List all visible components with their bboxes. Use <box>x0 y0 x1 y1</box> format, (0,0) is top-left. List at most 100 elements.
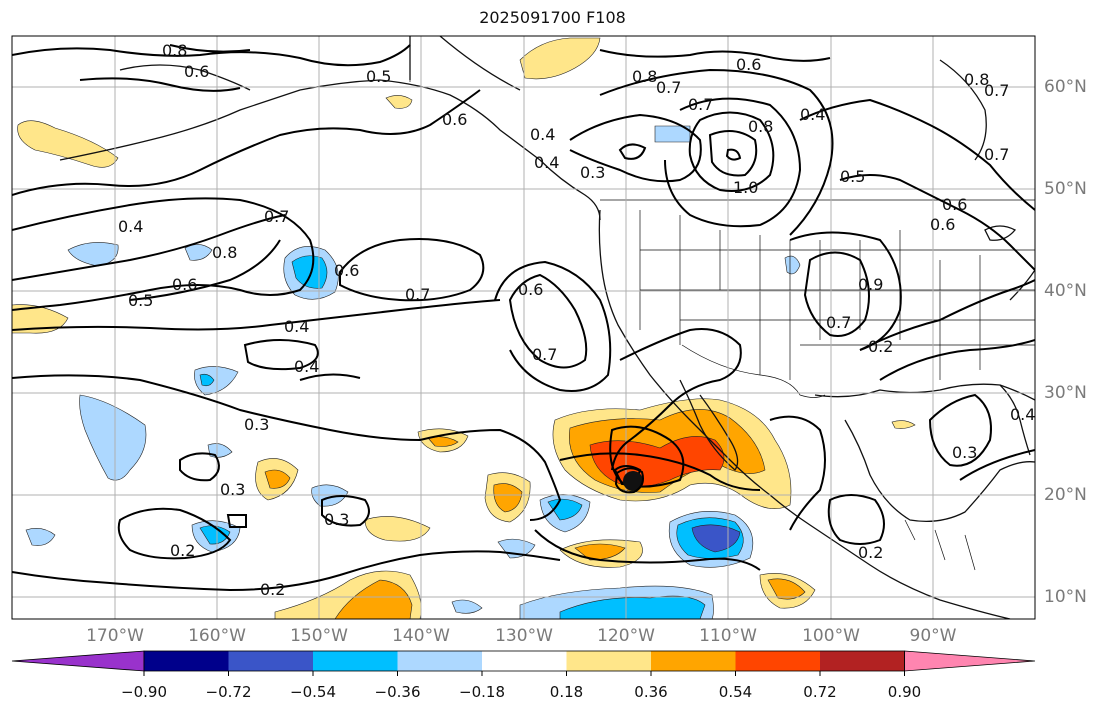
contour-label: 0.5 <box>840 167 865 186</box>
contour-label: 0.7 <box>826 313 851 332</box>
contour-line <box>12 550 561 592</box>
positive-anomaly-region <box>334 579 413 619</box>
contour-line <box>799 98 1035 211</box>
negative-anomaly-region <box>67 242 119 267</box>
colorbar-swatch <box>397 651 482 671</box>
contour-line <box>839 174 1035 271</box>
contour-line <box>569 113 702 183</box>
contour-label: 0.8 <box>632 67 657 86</box>
contour-label: 0.7 <box>688 95 713 114</box>
colorbar-tick-label: −0.90 <box>121 683 167 701</box>
negative-anomaly-region <box>79 394 147 481</box>
negative-anomaly-region <box>311 484 349 507</box>
contour-line <box>664 97 802 228</box>
us-west-coastline <box>598 209 1011 619</box>
contour-label: 0.3 <box>324 510 349 529</box>
contour-label: 0.6 <box>518 280 543 299</box>
colorbar-tick-label: −0.54 <box>290 683 336 701</box>
contour-label: 0.8 <box>964 70 989 89</box>
colorbar-extend-left <box>11 650 145 672</box>
hudson-coastline <box>939 59 987 161</box>
longitude-label: 100°W <box>802 626 860 646</box>
negative-anomaly-region <box>451 599 483 614</box>
contour-line <box>618 143 647 160</box>
contour-line <box>609 425 685 488</box>
contour-label: 0.3 <box>220 480 245 499</box>
positive-anomaly-region <box>12 304 69 334</box>
latitude-label: 10°N <box>1044 587 1087 607</box>
contour-label: 0.6 <box>184 62 209 81</box>
contour-line <box>179 452 220 482</box>
contour-label: 0.8 <box>162 41 187 60</box>
colorbar <box>11 650 1036 676</box>
contour-label-layer: 0.8 0.6 0.5 0.6 0.4 0.4 0.3 0.8 0.7 0.7 … <box>118 41 1035 599</box>
positive-anomaly-region <box>519 37 601 80</box>
contour-label: 0.7 <box>532 345 557 364</box>
contour-line <box>859 279 1035 351</box>
contour-label: 0.4 <box>118 217 143 236</box>
graticule-layer <box>12 36 1035 619</box>
contour-label: 0.2 <box>868 337 893 356</box>
colorbar-tick-label: −0.36 <box>374 683 421 701</box>
contour-line <box>725 148 742 161</box>
longitude-label: 130°W <box>495 626 553 646</box>
colorbar-outline <box>143 650 905 672</box>
contour-label: 0.6 <box>736 55 761 74</box>
contour-label: 0.6 <box>172 275 197 294</box>
contour-label: 0.4 <box>294 357 319 376</box>
contour-line <box>12 374 562 521</box>
colorbar-tick-label: 0.90 <box>887 683 922 701</box>
negative-anomaly-region <box>25 528 56 546</box>
colorbar-swatch <box>313 651 398 671</box>
contour-label: 0.4 <box>800 105 825 124</box>
contour-line <box>708 130 758 177</box>
contour-label: 0.5 <box>366 67 391 86</box>
contour-label: 0.8 <box>212 243 237 262</box>
latitude-label: 30°N <box>1044 383 1087 403</box>
positive-anomaly-region <box>891 420 916 429</box>
colorbar-tick-label: −0.72 <box>205 683 252 701</box>
latitude-label: 50°N <box>1044 179 1087 199</box>
colorbar-swatch <box>482 651 567 671</box>
contour-line <box>169 44 251 53</box>
map-frame <box>11 35 1036 620</box>
contour-label: 0.7 <box>656 78 681 97</box>
colorbar-swatch <box>735 651 820 671</box>
contour-line <box>599 49 831 62</box>
positive-anomaly-region <box>264 469 291 489</box>
contour-line <box>12 197 315 311</box>
contour-label: 0.4 <box>530 125 555 144</box>
contour-line <box>928 393 992 467</box>
contour-label: 0.8 <box>748 117 773 136</box>
contour-label: 0.5 <box>128 291 153 310</box>
positive-anomaly-region <box>493 483 523 513</box>
contour-line <box>827 494 885 545</box>
central-america-borders <box>904 519 976 571</box>
colorbar-tick-label: −0.18 <box>459 683 505 701</box>
positive-anomaly-region <box>385 95 413 109</box>
colorbar-tick-label: 0.18 <box>549 683 584 701</box>
mexico-gulf-coastline <box>844 419 1035 523</box>
contour-line <box>803 251 870 337</box>
colorbar-tick-label: 0.72 <box>803 683 837 701</box>
alaska-coastline <box>119 64 251 91</box>
longitude-label: 150°W <box>290 626 348 646</box>
negative-anomaly-region <box>199 373 215 387</box>
great-lakes-outline <box>984 225 1017 241</box>
positive-anomaly-region <box>364 516 431 542</box>
contour-label: 0.6 <box>442 110 467 129</box>
contour-line <box>879 339 1035 381</box>
contour-line <box>321 495 370 527</box>
colorbar-swatch <box>566 651 651 671</box>
longitude-label: 90°W <box>909 626 957 646</box>
contour-label: 0.9 <box>858 275 883 294</box>
contour-label: 0.3 <box>952 443 977 462</box>
contour-line <box>769 415 826 531</box>
contour-line <box>959 449 1035 481</box>
contour-line <box>559 452 761 491</box>
contour-label: 0.7 <box>405 285 430 304</box>
contour-line <box>226 514 247 528</box>
contour-line <box>12 299 501 331</box>
contour-label: 0.2 <box>858 543 883 562</box>
